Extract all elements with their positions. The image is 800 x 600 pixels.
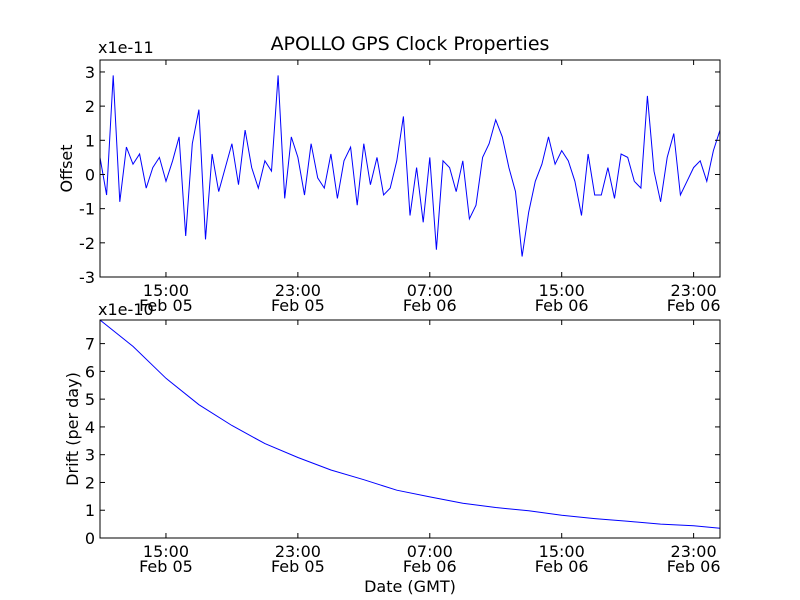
drift-x-tick-label-date: Feb 06 [535,557,589,576]
drift-y-tick-label: 1 [85,501,95,520]
offset-x-tick-label-date: Feb 06 [535,296,589,315]
drift-x-tick-label-time: 07:00 [407,542,453,561]
offset-x-tick-label-date: Feb 05 [271,296,325,315]
offset-axes-frame [99,59,721,278]
drift-axes-frame [99,319,721,539]
drift-y-tick-label: 7 [85,335,95,354]
drift-scale-label: x1e-10 [98,300,154,319]
drift-y-tick-label: 6 [85,362,95,381]
offset-y-axis-label: Offset [57,144,76,192]
drift-x-tick-label-time: 23:00 [671,542,717,561]
offset-series-line [99,75,721,257]
offset-y-tick-label: 3 [85,63,95,82]
offset-y-tick-label: 2 [85,97,95,116]
drift-series-line [99,319,721,529]
offset-x-tick-label-date: Feb 06 [667,296,721,315]
drift-x-tick-label-date: Feb 06 [403,557,457,576]
drift-x-axis-label: Date (GMT) [364,577,456,596]
drift-y-tick-label: 2 [85,473,95,492]
drift-y-tick-label: 0 [85,529,95,548]
drift-y-tick-label: 5 [85,390,95,409]
chart-title: APOLLO GPS Clock Properties [271,33,550,55]
drift-y-tick-label: 4 [85,418,95,437]
drift-x-tick-label-time: 23:00 [275,542,321,561]
offset-x-tick-label-time: 15:00 [143,281,189,300]
offset-y-tick-label: -3 [79,268,95,287]
drift-x-tick-label-date: Feb 05 [139,557,193,576]
offset-plot-area [99,75,721,257]
drift-x-tick-label-time: 15:00 [539,542,585,561]
offset-x-tick-label-time: 07:00 [407,281,453,300]
drift-x-tick-label-date: Feb 05 [271,557,325,576]
offset-x-tick-label-time: 15:00 [539,281,585,300]
offset-x-tick-label-date: Feb 06 [403,296,457,315]
drift-y-ticks: 0 1 2 3 4 5 6 7 [85,335,720,548]
offset-y-ticks: -3 -2 -1 0 1 2 3 [79,63,720,287]
offset-y-tick-label: -1 [79,200,95,219]
offset-y-tick-label: 1 [85,131,95,150]
drift-x-tick-label-date: Feb 06 [667,557,721,576]
offset-x-tick-label-time: 23:00 [671,281,717,300]
drift-x-tick-label-time: 15:00 [143,542,189,561]
offset-scale-label: x1e-11 [98,38,154,57]
drift-plot-area [99,319,721,529]
offset-y-tick-label: 0 [85,165,95,184]
offset-x-tick-label-date: Feb 05 [139,296,193,315]
offset-y-tick-label: -2 [79,234,95,253]
drift-y-tick-label: 3 [85,446,95,465]
drift-y-axis-label: Drift (per day) [63,372,82,486]
offset-x-tick-label-time: 23:00 [275,281,321,300]
